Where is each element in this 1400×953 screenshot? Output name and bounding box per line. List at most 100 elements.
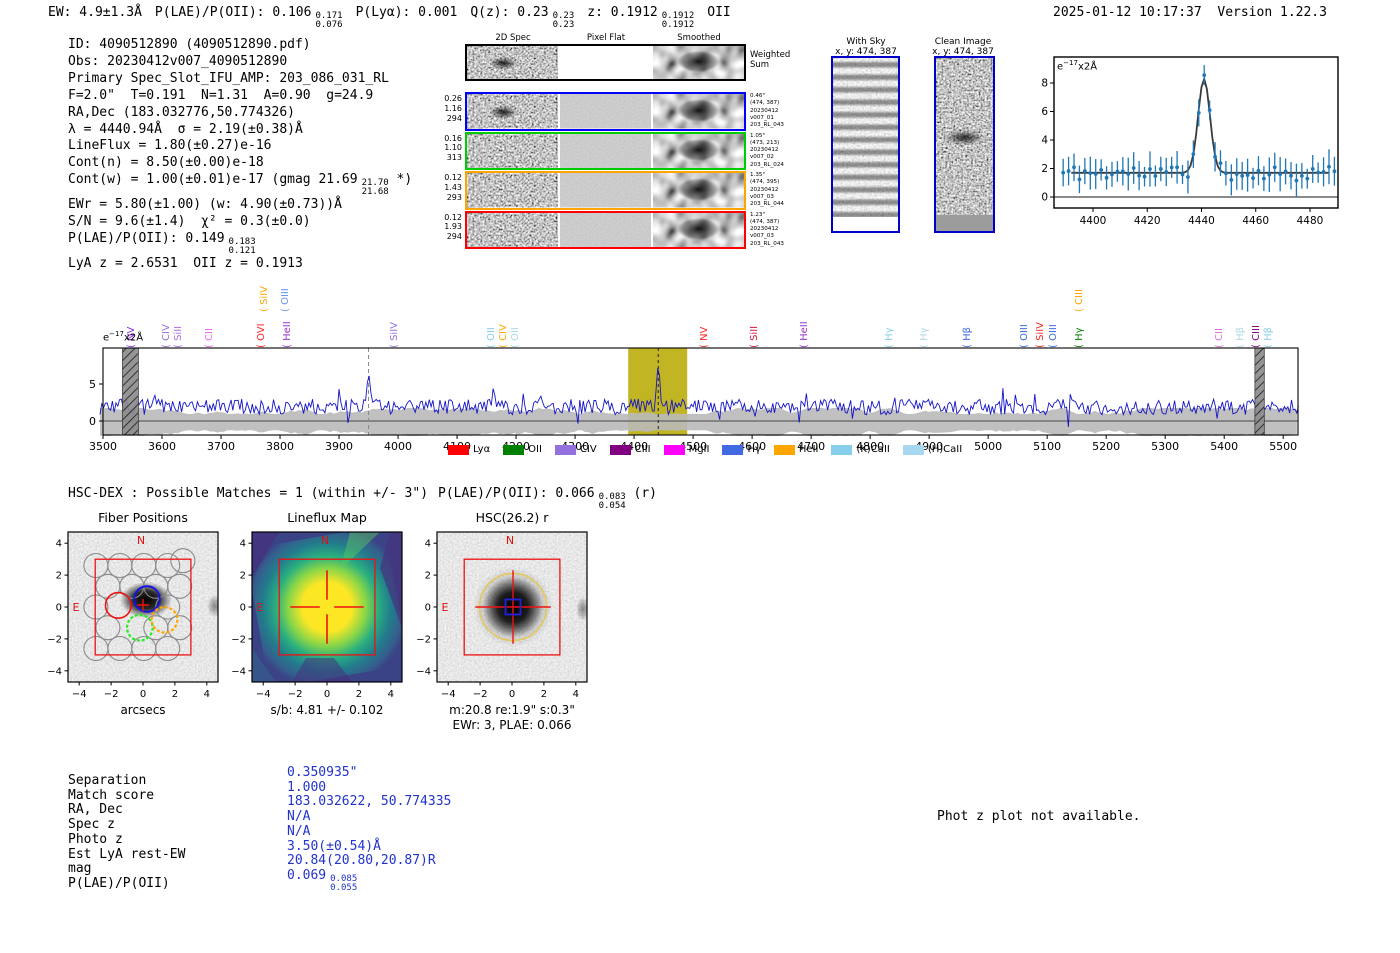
emission-line-label: ( SiIV: [258, 286, 270, 312]
info-line: λ = 4440.94Å σ = 2.19(±0.38)Å: [68, 122, 425, 139]
svg-text:2: 2: [56, 571, 62, 582]
info-text: Obs: 20230412v007_4090512890: [68, 53, 288, 69]
row-smoothed-image: [653, 212, 744, 247]
svg-text:0: 0: [509, 689, 515, 700]
match-row-label: Separation: [68, 773, 147, 788]
match-table-labels: Separation Match score RA, Dec Spec z Photo …: [68, 773, 186, 892]
row-meta: 20230412: [750, 186, 779, 193]
svg-text:−2: −2: [416, 634, 431, 645]
match-row-label: Spec z: [68, 817, 115, 833]
row-meta: 20230412: [750, 147, 779, 154]
row-left-labels: 0.12 1.93 294: [428, 211, 462, 250]
hsc-morphology-label: m:20.8 re:1.9" s:0.3": [449, 703, 575, 717]
match-table-values: 0.350935" 1.000 183.032622, 50.774335 N/A N/…: [287, 765, 464, 893]
summary-header: EW: 4.9±1.3Å P(LAE)/P(OII): 0.106 0.171 0.0…: [48, 5, 744, 30]
svg-text:0: 0: [140, 689, 146, 700]
svg-text:4600: 4600: [738, 440, 766, 453]
match-value: 20.84(20.80,20.87)R: [287, 853, 436, 869]
value-range: 0.083 0.054: [598, 492, 626, 511]
match-row-value: 0.350935": [287, 765, 464, 781]
info-line: LineFlux = 1.80(±0.27)e-16: [68, 138, 425, 155]
legend-item: (H)CaII: [902, 444, 962, 455]
north-label: N: [321, 534, 329, 547]
fiber-marker-red: [104, 591, 132, 619]
info-line: LyA z = 2.6531 OII z = 0.1913: [68, 256, 425, 273]
weighted-sum-label: Weighted Sum: [750, 50, 791, 70]
svg-text:3900: 3900: [325, 440, 353, 453]
match-value: 3.50(±0.54)Å: [287, 838, 381, 854]
row-left-labels: 0.16 1.10 313: [428, 132, 462, 171]
svg-text:4000: 4000: [384, 440, 412, 453]
hsc-ewr-plae-label: EWr: 3, PLAE: 0.066: [453, 718, 572, 732]
row-image-strip: [465, 92, 746, 131]
east-label: E: [442, 601, 449, 614]
hsc-dex-metric: P(LAE)/P(OII): 0.066 0.083 0.054 (r): [438, 486, 657, 511]
row-stat: 0.16: [444, 133, 462, 143]
lineflux-panel-title: Lineflux Map: [287, 510, 367, 525]
weighted-sum-row: [465, 44, 746, 81]
row-meta: 1.05": [750, 132, 766, 139]
extraction-box: [463, 558, 561, 656]
legend-label: OII: [528, 444, 542, 455]
timestamp: 2025-01-12 10:17:37: [1053, 5, 1202, 20]
svg-text:5500: 5500: [1269, 440, 1297, 453]
svg-text:−2: −2: [231, 634, 246, 645]
legend-swatch: [554, 444, 576, 455]
svg-text:4400: 4400: [1080, 215, 1107, 227]
match-row-value: 0.069 0.085 0.055: [287, 868, 464, 893]
info-text: Cont(w) = 1.00(±0.01)e-17 (gmag 21.69 21.…: [68, 172, 413, 198]
extraction-box: [278, 558, 376, 656]
row-image-strip: [465, 171, 746, 210]
svg-text:5: 5: [89, 378, 96, 391]
info-line: Primary Spec_Slot_IFU_AMP: 203_086_031_R…: [68, 71, 425, 88]
fiber-marker-blue: [133, 585, 161, 613]
photz-unavailable-note: Phot z plot not available.: [937, 809, 1141, 824]
svg-text:0: 0: [1041, 192, 1048, 204]
row-stat: 1.43: [444, 182, 462, 192]
emission-line-label: ( OIII: [279, 288, 291, 312]
info-line: F=2.0" T=0.191 N=1.31 A=0.90 g=24.9: [68, 88, 425, 105]
legend-swatch: [722, 444, 744, 455]
match-row-value: 20.84(20.80,20.87)R: [287, 853, 464, 869]
hsc-axis-ticks: −4 −4 −2 −2 0 0 2 2 4 4: [416, 539, 579, 700]
legend-swatch: [609, 444, 631, 455]
row-meta: v007_02: [750, 154, 774, 161]
svg-text:−2: −2: [288, 689, 303, 700]
east-label: E: [257, 601, 264, 614]
svg-text:−4: −4: [47, 666, 62, 677]
svg-text:5100: 5100: [1033, 440, 1061, 453]
clean-title: Clean Image: [934, 37, 992, 47]
svg-text:3600: 3600: [148, 440, 176, 453]
row-stat: 1.10: [444, 143, 462, 153]
hsc-image-panel: HSC(26.2) r N E −4 −4 −2 −2 0 0 2 2 4 4 m:20.8 re…: [416, 510, 588, 732]
svg-text:4: 4: [56, 539, 62, 550]
col-header-pixelflat: Pixel Flat: [586, 33, 626, 43]
svg-text:0: 0: [240, 603, 246, 614]
row-left-labels: 0.12 1.43 293: [428, 171, 462, 210]
row-stat: 313: [446, 153, 462, 163]
svg-text:5000: 5000: [974, 440, 1002, 453]
weighted-smoothed-image: [653, 46, 744, 79]
row-meta: (474, 387): [750, 218, 780, 225]
legend-item: CIV: [554, 444, 597, 455]
withsky-subtitle: x, y: 474, 387: [835, 47, 897, 57]
center-cross: [137, 599, 149, 611]
row-2dspec-image: [467, 212, 558, 247]
row-meta: 20230412: [750, 226, 779, 233]
svg-text:4700: 4700: [797, 440, 825, 453]
row-2dspec-image: [467, 94, 558, 129]
version-label: Version 1.22.3: [1217, 5, 1327, 20]
legend-item: MgII: [663, 444, 709, 455]
legend-label: HeII: [798, 444, 819, 455]
row-meta: 1.35": [750, 172, 766, 178]
svg-text:2: 2: [172, 689, 178, 700]
info-text: EWr = 5.80(±1.00) (w: 4.90(±0.73))Å: [68, 197, 342, 213]
row-right-labels: 1.35" (474, 395) 20230412 v007_03 203_RL_044: [750, 171, 798, 210]
legend-item: Hγ: [722, 444, 761, 455]
legend-item: Lyα: [448, 444, 490, 455]
lineflux-axis-ticks: −4 −4 −2 −2 0 0 2 2 4 4: [231, 539, 394, 700]
catalog-position-box: [504, 598, 522, 616]
match-row-label: Est LyA rest-EW: [68, 846, 186, 862]
legend-label: (K)CaII: [856, 444, 890, 455]
